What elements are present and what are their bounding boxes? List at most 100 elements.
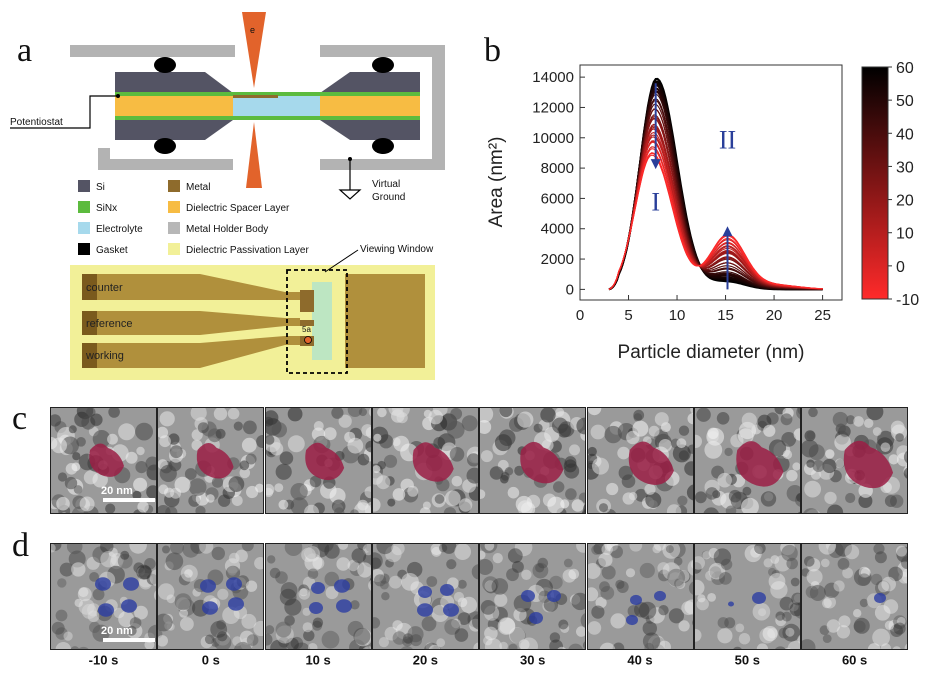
tem-frame <box>801 543 909 650</box>
tem-texture-spot <box>590 544 601 555</box>
tem-texture-spot <box>323 544 340 559</box>
tem-texture-spot <box>51 414 62 427</box>
tem-texture-spot <box>859 598 869 608</box>
tem-texture-spot <box>667 572 683 587</box>
legend-swatch-passivation <box>168 243 180 255</box>
tem-texture-spot <box>537 557 549 569</box>
tem-texture-spot <box>782 623 800 642</box>
particle-overlay <box>308 602 323 614</box>
particle-overlay <box>547 590 562 602</box>
annotation-arrow-head <box>722 226 733 237</box>
tem-texture-spot <box>444 619 460 635</box>
tem-texture-spot <box>628 492 637 501</box>
tem-texture-spot <box>373 574 387 587</box>
tem-texture-spot <box>446 559 457 570</box>
tem-texture-spot <box>666 504 681 513</box>
tem-texture-spot <box>285 637 299 649</box>
tem-texture-spot <box>888 454 899 465</box>
tem-texture-spot <box>234 641 252 649</box>
tem-texture-spot <box>757 608 766 617</box>
tem-texture-spot <box>828 544 844 558</box>
tem-texture-spot <box>601 565 616 580</box>
tem-texture-spot <box>609 613 626 629</box>
tem-texture-spot <box>568 568 580 580</box>
tem-texture-spot <box>806 558 821 572</box>
tem-texture-spot <box>430 544 443 555</box>
particle-overlay <box>121 599 137 613</box>
tem-texture-spot <box>625 430 639 445</box>
tem-texture-spot <box>480 600 496 615</box>
tem-texture-spot <box>100 551 117 568</box>
x-tick-label: 25 <box>814 307 831 324</box>
tem-texture-spot <box>804 556 815 567</box>
tem-texture-spot <box>87 610 100 623</box>
particle-overlay <box>629 594 642 606</box>
tem-texture-spot <box>453 591 464 603</box>
tem-texture-spot <box>357 453 369 466</box>
time-label: -10 s <box>88 652 119 668</box>
colorbar-tick-label: 50 <box>896 93 914 110</box>
tem-texture-spot <box>125 451 138 464</box>
tem-texture-spot <box>867 643 881 649</box>
tem-texture-spot <box>549 639 564 649</box>
tem-texture-spot <box>347 559 359 572</box>
tem-texture-spot <box>454 544 471 560</box>
tem-texture-spot <box>78 646 89 649</box>
tem-texture-spot <box>532 562 549 579</box>
tem-texture-spot <box>241 613 257 629</box>
y-tick-label: 14000 <box>532 69 574 86</box>
gasket-bottom-right <box>372 138 394 154</box>
tem-texture-spot <box>822 458 837 474</box>
tem-texture-spot <box>648 607 665 624</box>
tem-texture-spot <box>480 408 494 423</box>
tem-texture-spot <box>507 486 520 499</box>
tem-texture-spot <box>480 420 492 434</box>
tem-texture-spot <box>235 549 249 563</box>
tem-texture-spot <box>63 631 73 641</box>
tem-texture-spot <box>696 597 709 611</box>
tem-texture-spot <box>742 486 752 496</box>
tem-texture-spot <box>299 588 308 597</box>
tem-texture-spot <box>468 618 478 632</box>
tem-texture-spot <box>480 544 498 554</box>
ground-node <box>348 157 352 161</box>
tem-texture-spot <box>192 588 202 597</box>
particle-overlay <box>89 443 124 477</box>
tem-texture-spot <box>90 413 103 426</box>
legend-label-holder: Metal Holder Body <box>186 224 268 235</box>
sinx-bottom-layer <box>115 116 420 120</box>
tem-texture-spot <box>701 550 710 559</box>
tem-texture-spot <box>79 496 95 512</box>
tem-texture-spot <box>263 448 264 452</box>
tem-texture-spot <box>842 567 854 579</box>
legend-swatch-gasket <box>78 243 90 255</box>
tem-texture-spot <box>424 642 440 649</box>
tem-texture-spot <box>839 425 851 437</box>
tem-texture-spot <box>705 487 718 500</box>
tem-texture-spot <box>485 638 503 649</box>
tem-texture-spot <box>601 544 613 556</box>
tem-texture-spot <box>379 580 389 590</box>
tem-texture-spot <box>274 571 288 584</box>
tem-texture-spot <box>78 587 89 598</box>
tem-texture-spot <box>338 414 352 428</box>
panel-letter-d: d <box>12 527 29 564</box>
tem-texture-spot <box>89 621 101 633</box>
tem-texture-spot <box>265 487 273 498</box>
tem-texture-spot <box>654 412 669 427</box>
tem-texture-spot <box>109 556 123 570</box>
tem-texture-spot <box>858 566 870 578</box>
y-tick-label: 6000 <box>541 190 574 207</box>
tem-texture-spot <box>644 492 661 508</box>
tem-texture-spot <box>233 421 244 431</box>
tem-texture-spot <box>166 622 175 631</box>
tem-texture-spot <box>880 643 892 649</box>
tem-texture-spot <box>290 497 308 513</box>
tem-texture-spot <box>55 627 68 640</box>
tem-texture-spot <box>302 607 311 616</box>
tem-texture-spot <box>752 602 770 621</box>
tem-texture-spot <box>381 592 390 601</box>
tem-texture-spot <box>365 544 371 553</box>
tem-texture-spot <box>159 411 176 427</box>
tem-texture-spot <box>837 558 850 570</box>
